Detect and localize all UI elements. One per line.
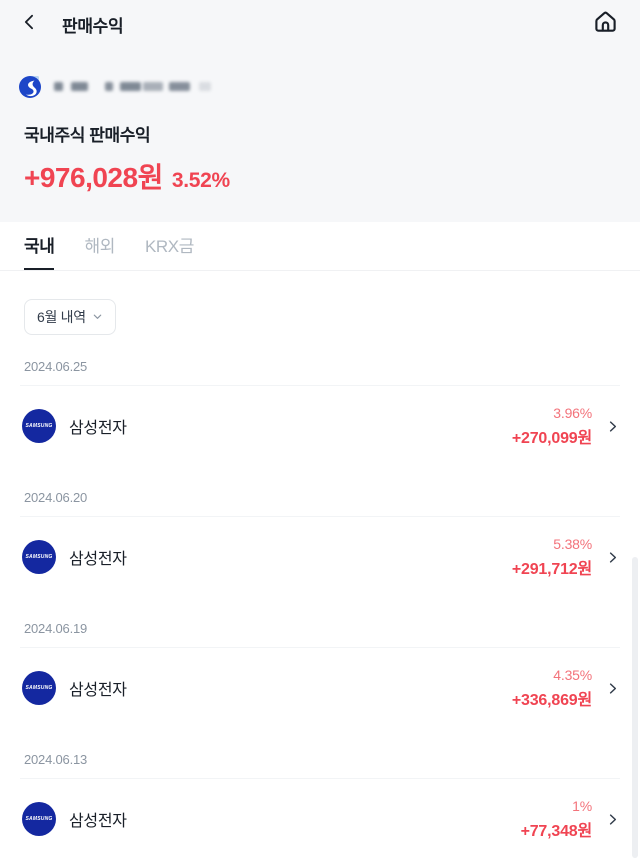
history-section: 2024.06.13 SAMSUNG 삼성전자 1% +77,348원 [0, 752, 640, 859]
home-icon [592, 8, 619, 40]
profit-amount: +270,099원 [511, 429, 592, 447]
app-bar: 판매수익 [0, 0, 640, 48]
tab-overseas[interactable]: 해외 [84, 237, 115, 256]
samsung-logo-icon: SAMSUNG [22, 671, 56, 705]
history-list: 6월 내역 2024.06.25 SAMSUNG 삼성전자 3.96% +270… [0, 271, 640, 859]
summary-heading: 국내주식 판매수익 [24, 126, 151, 145]
tab-domestic[interactable]: 국내 [24, 232, 55, 270]
history-section: 2024.06.19 SAMSUNG 삼성전자 4.35% +336,869원 [0, 621, 640, 728]
total-profit-percent: 3.52% [171, 169, 230, 192]
section-date: 2024.06.20 [24, 490, 88, 505]
profit-percent: 5.38% [553, 535, 592, 552]
home-button[interactable] [590, 9, 620, 39]
chevron-right-icon [605, 681, 620, 696]
page-title: 판매수익 [62, 16, 124, 36]
total-profit-amount: +976,028원 [24, 162, 163, 193]
profit-percent: 1% [572, 797, 592, 814]
divider [20, 778, 620, 779]
section-date: 2024.06.19 [24, 621, 88, 636]
section-date: 2024.06.25 [24, 359, 88, 374]
tab-bar: 국내 해외 KRX금 [0, 222, 640, 271]
chevron-right-icon [605, 550, 620, 565]
section-date: 2024.06.13 [24, 752, 88, 767]
history-section: 2024.06.25 SAMSUNG 삼성전자 3.96% +270,099원 [0, 359, 640, 466]
divider [20, 516, 620, 517]
history-section: 2024.06.20 SAMSUNG 삼성전자 5.38% +291,712원 [0, 490, 640, 597]
profit-amount: +77,348원 [520, 822, 593, 840]
stock-name: 삼성전자 [69, 551, 127, 568]
month-filter-label: 6월 내역 [37, 309, 86, 325]
samsung-logo-icon: SAMSUNG [22, 802, 56, 836]
stock-row[interactable]: SAMSUNG 삼성전자 3.96% +270,099원 [0, 386, 640, 466]
back-chevron-icon [20, 12, 40, 37]
summary-panel: 판매수익 국내주식 판매수익 +976,028원 3.52% [0, 0, 640, 222]
chevron-down-icon [92, 309, 103, 325]
stock-row[interactable]: SAMSUNG 삼성전자 4.35% +336,869원 [0, 648, 640, 728]
chevron-right-icon [605, 419, 620, 434]
month-filter-dropdown[interactable]: 6월 내역 [24, 299, 116, 335]
account-row [0, 48, 640, 99]
redacted-account-name [50, 82, 211, 91]
stock-name: 삼성전자 [69, 420, 127, 437]
samsung-logo-icon: SAMSUNG [22, 409, 56, 443]
profit-percent: 4.35% [553, 666, 592, 683]
scrollbar[interactable] [632, 557, 638, 858]
stock-name: 삼성전자 [69, 682, 127, 699]
stock-row[interactable]: SAMSUNG 삼성전자 5.38% +291,712원 [0, 517, 640, 597]
back-button[interactable] [20, 10, 48, 38]
profit-amount: +336,869원 [511, 691, 592, 709]
divider [20, 385, 620, 386]
samsung-logo-icon: SAMSUNG [22, 540, 56, 574]
chevron-right-icon [605, 812, 620, 827]
profit-percent: 3.96% [553, 404, 592, 421]
stock-name: 삼성전자 [69, 813, 127, 830]
divider [20, 647, 620, 648]
broker-logo-icon [18, 74, 43, 99]
stock-row[interactable]: SAMSUNG 삼성전자 1% +77,348원 [0, 779, 640, 859]
tab-krx-gold[interactable]: KRX금 [144, 237, 194, 256]
profit-amount: +291,712원 [511, 560, 592, 578]
